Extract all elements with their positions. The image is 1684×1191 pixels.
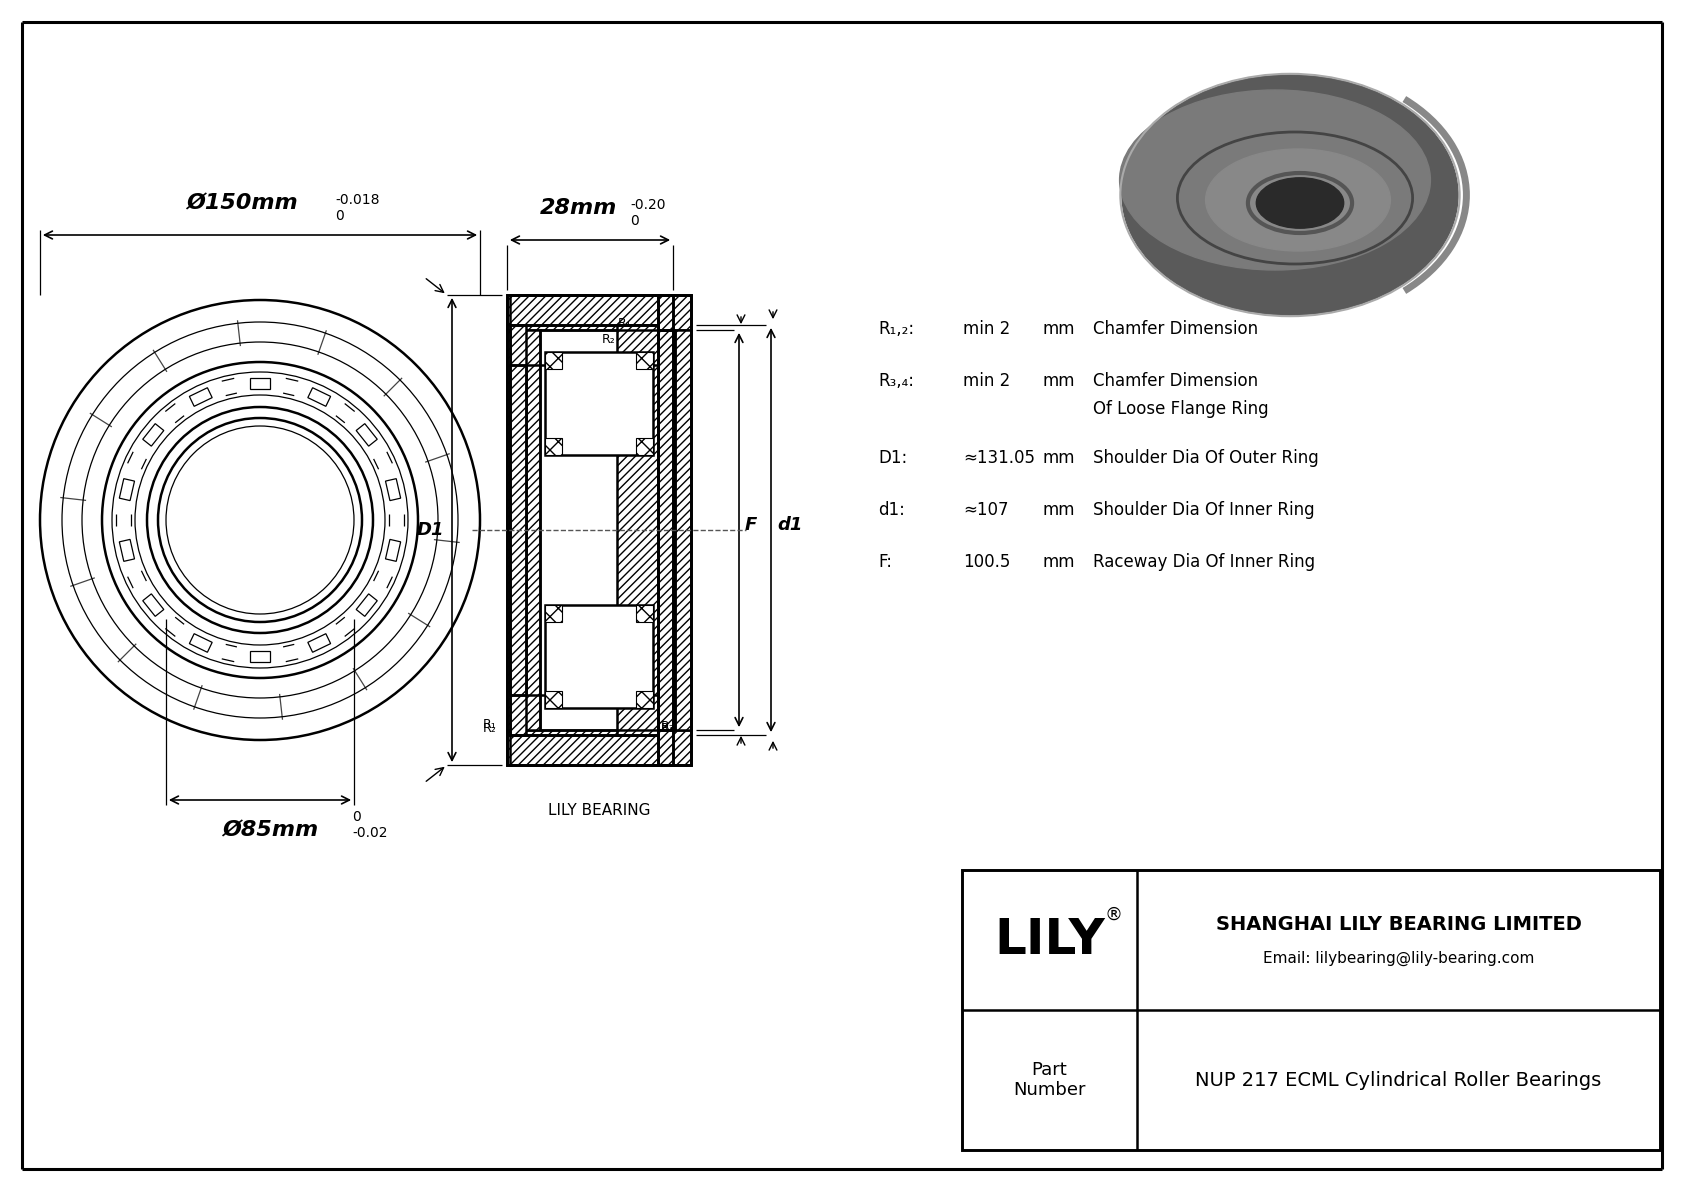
Text: Ø85mm: Ø85mm xyxy=(222,819,318,840)
Bar xyxy=(546,353,562,369)
Text: R₃: R₃ xyxy=(662,721,675,732)
Ellipse shape xyxy=(1120,91,1430,270)
Text: R₂: R₂ xyxy=(483,722,497,735)
Bar xyxy=(189,634,212,653)
Text: R₄: R₄ xyxy=(662,722,675,735)
Text: 0: 0 xyxy=(630,214,638,227)
Text: LILY BEARING: LILY BEARING xyxy=(547,803,650,818)
Text: Raceway Dia Of Inner Ring: Raceway Dia Of Inner Ring xyxy=(1093,553,1315,570)
Text: mm: mm xyxy=(1042,449,1076,467)
Bar xyxy=(637,353,653,369)
Bar xyxy=(546,605,562,622)
Bar xyxy=(120,540,135,561)
Text: NUP 217 ECML Cylindrical Roller Bearings: NUP 217 ECML Cylindrical Roller Bearings xyxy=(1196,1071,1601,1090)
Text: d1: d1 xyxy=(776,516,802,534)
Text: R₁: R₁ xyxy=(618,317,632,330)
Text: 100.5: 100.5 xyxy=(963,553,1010,570)
Bar xyxy=(357,424,377,447)
Text: ≈107: ≈107 xyxy=(963,501,1009,519)
Text: Of Loose Flange Ring: Of Loose Flange Ring xyxy=(1093,400,1268,418)
Text: Shoulder Dia Of Inner Ring: Shoulder Dia Of Inner Ring xyxy=(1093,501,1315,519)
Bar xyxy=(143,594,163,617)
Bar xyxy=(510,295,658,325)
Text: d1:: d1: xyxy=(877,501,904,519)
Bar xyxy=(249,378,269,389)
Bar xyxy=(143,424,163,447)
Bar xyxy=(658,295,690,330)
Text: Part
Number: Part Number xyxy=(1014,1061,1086,1099)
Text: R₂: R₂ xyxy=(601,333,616,347)
Text: mm: mm xyxy=(1042,501,1076,519)
Text: Chamfer Dimension: Chamfer Dimension xyxy=(1093,372,1258,389)
Ellipse shape xyxy=(1206,149,1391,251)
Text: ≈131.05: ≈131.05 xyxy=(963,449,1036,467)
Bar xyxy=(658,330,674,730)
Bar xyxy=(510,364,525,696)
Text: -0.018: -0.018 xyxy=(335,193,379,207)
Text: F: F xyxy=(744,516,758,534)
Text: mm: mm xyxy=(1042,320,1076,338)
Bar xyxy=(507,295,674,330)
Text: D1: D1 xyxy=(416,520,445,540)
Bar xyxy=(675,330,690,730)
Ellipse shape xyxy=(1256,177,1344,229)
Text: LILY: LILY xyxy=(994,916,1105,964)
Text: Ø150mm: Ø150mm xyxy=(187,193,298,213)
Bar xyxy=(308,634,330,653)
Bar xyxy=(386,540,401,561)
Bar xyxy=(658,295,690,765)
Bar xyxy=(510,735,658,765)
Text: R₃,₄:: R₃,₄: xyxy=(877,372,914,389)
Text: Chamfer Dimension: Chamfer Dimension xyxy=(1093,320,1258,338)
Bar xyxy=(637,438,653,455)
Text: SHANGHAI LILY BEARING LIMITED: SHANGHAI LILY BEARING LIMITED xyxy=(1216,916,1581,935)
Bar xyxy=(546,353,653,455)
Text: Shoulder Dia Of Outer Ring: Shoulder Dia Of Outer Ring xyxy=(1093,449,1319,467)
Text: 0: 0 xyxy=(335,208,344,223)
Bar xyxy=(510,325,525,735)
Bar xyxy=(386,479,401,500)
Text: D1:: D1: xyxy=(877,449,908,467)
Text: F:: F: xyxy=(877,553,893,570)
Text: min 2: min 2 xyxy=(963,320,1010,338)
Bar xyxy=(546,691,562,707)
Ellipse shape xyxy=(1122,75,1458,314)
Text: Email: lilybearing@lily-bearing.com: Email: lilybearing@lily-bearing.com xyxy=(1263,950,1534,966)
Bar xyxy=(546,438,562,455)
Text: mm: mm xyxy=(1042,553,1076,570)
Bar xyxy=(616,325,658,735)
Text: ®: ® xyxy=(1105,906,1123,924)
Bar xyxy=(357,594,377,617)
Text: 28mm: 28mm xyxy=(539,198,616,218)
Bar xyxy=(658,730,690,765)
Text: -0.02: -0.02 xyxy=(352,827,387,840)
Text: R₁: R₁ xyxy=(483,718,497,731)
Bar xyxy=(510,325,658,735)
Bar xyxy=(637,605,653,622)
Text: -0.20: -0.20 xyxy=(630,198,665,212)
Bar xyxy=(637,691,653,707)
Text: 0: 0 xyxy=(352,810,360,824)
Bar xyxy=(189,388,212,406)
Bar xyxy=(962,869,1660,1151)
Text: R₁,₂:: R₁,₂: xyxy=(877,320,914,338)
Bar xyxy=(507,730,674,765)
Bar xyxy=(507,330,541,730)
Bar xyxy=(308,388,330,406)
Bar xyxy=(249,651,269,662)
Bar xyxy=(546,605,653,707)
Bar xyxy=(120,479,135,500)
Text: min 2: min 2 xyxy=(963,372,1010,389)
Text: mm: mm xyxy=(1042,372,1076,389)
Bar xyxy=(507,295,674,765)
